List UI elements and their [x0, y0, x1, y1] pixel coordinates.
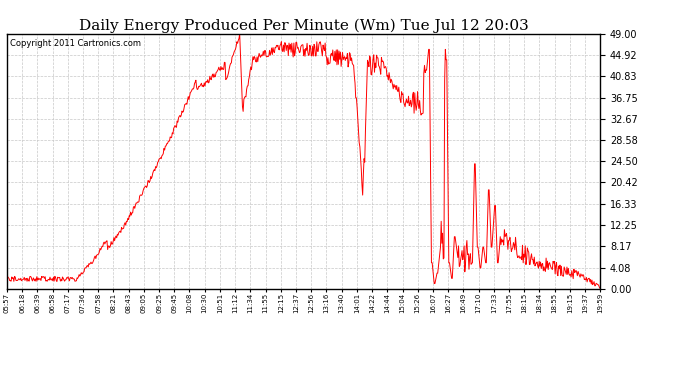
Title: Daily Energy Produced Per Minute (Wm) Tue Jul 12 20:03: Daily Energy Produced Per Minute (Wm) Tu… — [79, 18, 529, 33]
Text: Copyright 2011 Cartronics.com: Copyright 2011 Cartronics.com — [10, 39, 141, 48]
